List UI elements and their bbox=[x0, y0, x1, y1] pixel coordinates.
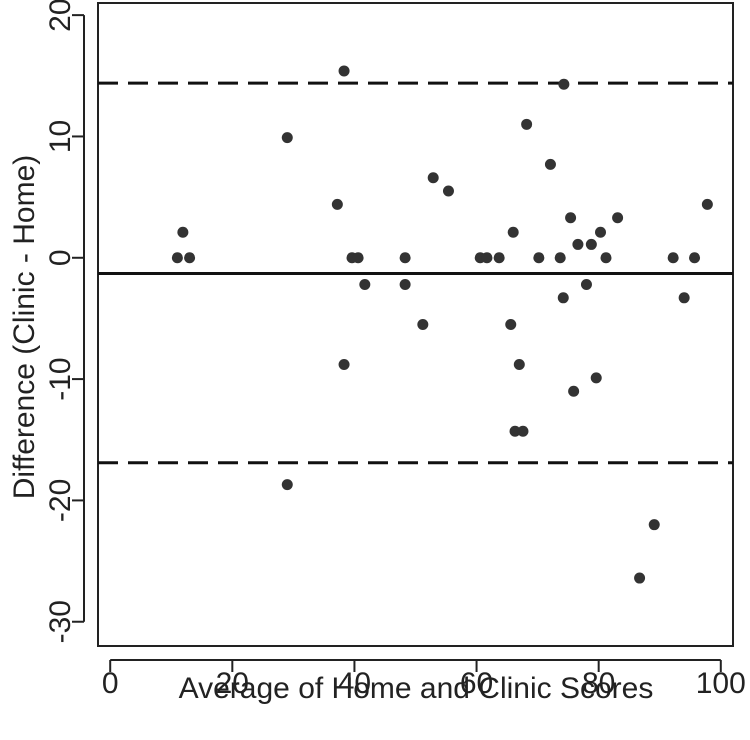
data-point bbox=[678, 292, 690, 304]
data-point bbox=[171, 252, 183, 264]
data-point bbox=[442, 185, 454, 197]
data-point bbox=[544, 158, 556, 170]
data-point bbox=[481, 252, 493, 264]
data-point bbox=[580, 278, 592, 290]
data-point bbox=[505, 319, 517, 330]
data-point bbox=[281, 132, 293, 144]
data-point bbox=[533, 252, 545, 264]
y-axis-title: Difference (Clinic - Home) bbox=[8, 155, 41, 500]
plot-area bbox=[97, 2, 734, 647]
data-point bbox=[399, 278, 411, 290]
x-tick-label: 0 bbox=[102, 667, 119, 700]
data-point bbox=[352, 252, 364, 264]
data-point bbox=[554, 252, 566, 264]
data-point bbox=[427, 172, 439, 184]
x-tick-label: 20 bbox=[216, 667, 249, 700]
data-point bbox=[600, 252, 612, 264]
y-tick-label: -30 bbox=[44, 600, 77, 643]
data-point bbox=[359, 278, 371, 290]
data-point bbox=[417, 319, 429, 330]
data-point bbox=[557, 292, 569, 304]
axes: 0 20 40 60 80 100 -30 -20 -10 0 10 20 bbox=[44, 0, 746, 700]
data-point bbox=[513, 359, 525, 371]
data-point bbox=[572, 238, 584, 250]
data-point bbox=[667, 252, 679, 264]
data-point bbox=[689, 252, 701, 264]
x-tick-label: 80 bbox=[582, 667, 615, 700]
data-point bbox=[331, 198, 343, 210]
data-point bbox=[338, 65, 350, 77]
y-tick-label: 20 bbox=[44, 0, 77, 32]
data-point bbox=[568, 385, 580, 397]
reference-lines bbox=[98, 81, 733, 465]
y-tick-label: -10 bbox=[44, 357, 77, 400]
plot-frame bbox=[97, 2, 734, 647]
data-point bbox=[521, 118, 533, 130]
x-tick-label: 40 bbox=[338, 667, 371, 700]
data-point bbox=[648, 519, 660, 531]
data-point bbox=[701, 198, 713, 210]
data-point bbox=[509, 425, 521, 437]
data-point bbox=[507, 226, 519, 238]
data-point bbox=[590, 372, 602, 384]
data-point bbox=[565, 212, 577, 224]
data-point bbox=[493, 252, 505, 264]
data-point bbox=[585, 238, 597, 250]
data-point bbox=[399, 252, 411, 264]
y-tick-label: 0 bbox=[44, 249, 77, 266]
data-point bbox=[595, 226, 607, 238]
data-point bbox=[517, 425, 529, 437]
data-point bbox=[612, 212, 624, 224]
y-tick-label: -20 bbox=[44, 479, 77, 522]
data-point bbox=[281, 479, 293, 491]
x-tick-label: 60 bbox=[460, 667, 493, 700]
x-tick-label: 100 bbox=[696, 667, 746, 700]
data-point bbox=[338, 359, 350, 371]
x-axis-title: Average of Home and Clinic Scores bbox=[179, 672, 654, 705]
data-point bbox=[177, 226, 189, 238]
data-point bbox=[558, 78, 570, 90]
data-points bbox=[171, 65, 713, 584]
y-tick-label: 10 bbox=[44, 120, 77, 153]
data-point bbox=[184, 252, 196, 264]
data-point bbox=[634, 572, 646, 584]
